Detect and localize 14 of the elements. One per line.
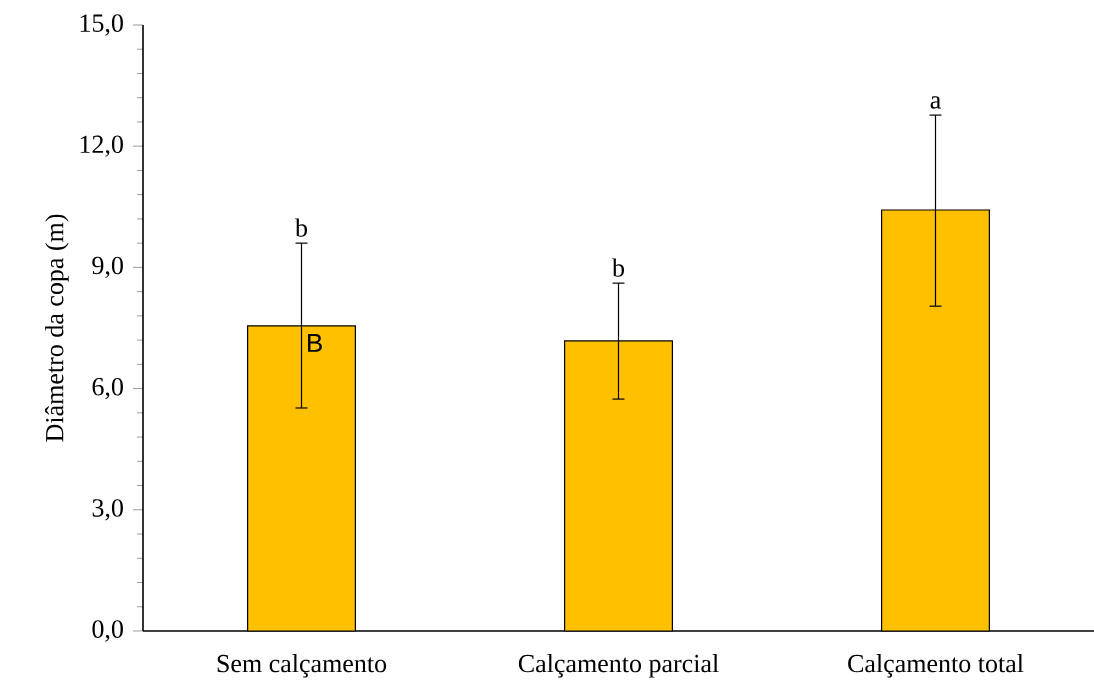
x-tick-label: Calçamento total: [848, 654, 1024, 678]
annotation: B: [308, 333, 322, 352]
y-tick-label: 3,0: [92, 499, 123, 521]
y-axis-title: Diâmetro da copa (m): [45, 214, 69, 442]
y-tick-label: 0,0: [92, 620, 123, 642]
y-tick-label: 9,0: [92, 256, 123, 279]
y-tick-label: 12,0: [80, 135, 123, 157]
x-tick-label: Sem calçamento: [217, 654, 387, 678]
annotation: b: [612, 258, 625, 277]
annotation: b: [295, 218, 308, 237]
y-tick-label: 15,0: [80, 14, 123, 36]
annotation: a: [930, 96, 941, 109]
x-tick-label: Calçamento parcial: [518, 654, 719, 678]
y-tick-label: 6,0: [92, 377, 123, 400]
